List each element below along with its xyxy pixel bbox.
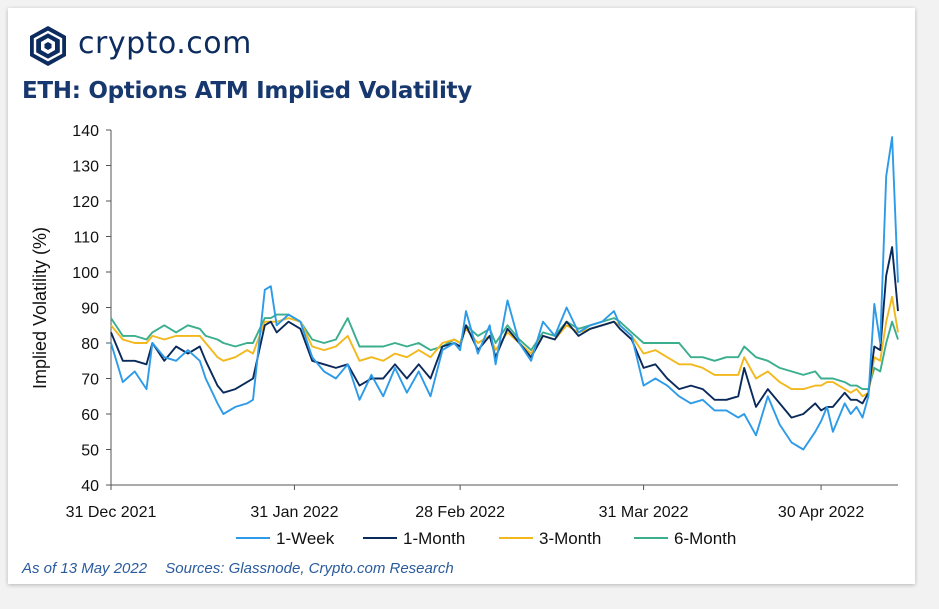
y-axis-label: Implied Volatility (%): [30, 227, 50, 389]
legend-label: 6-Month: [674, 529, 736, 548]
chart-footer: As of 13 May 2022 Sources: Glassnode, Cr…: [22, 560, 468, 577]
x-tick-label: 28 Feb 2022: [415, 504, 505, 521]
crypto-com-logo-icon: [30, 26, 66, 66]
y-tick-label: 100: [72, 265, 99, 282]
y-tick-label: 110: [73, 230, 99, 247]
brand-name: crypto.com: [78, 26, 252, 61]
y-tick-label: 90: [81, 301, 99, 318]
x-tick-label: 31 Dec 2021: [66, 504, 157, 521]
x-tick-label: 31 Mar 2022: [599, 504, 689, 521]
y-tick-label: 140: [72, 123, 99, 140]
as-of-date: As of 13 May 2022: [22, 560, 148, 577]
y-tick-label: 60: [81, 407, 99, 424]
legend-label: 1-Week: [276, 529, 335, 548]
y-tick-label: 40: [81, 478, 99, 495]
legend-label: 3-Month: [539, 529, 601, 548]
series-line-6-month: [110, 313, 899, 391]
legend-label: 1-Month: [403, 529, 465, 548]
chart-series: [110, 136, 899, 451]
chart-legend: 1-Week 1-Month 3-Month 6-Month: [236, 529, 736, 548]
series-line-1-month: [110, 246, 899, 419]
x-tick-label: 31 Jan 2022: [250, 504, 338, 521]
chart-axes: 40 50 60 70 80 90 100 110 120 130 140 31 Dec 2021 31…: [66, 123, 898, 521]
x-tick-label: 30 Apr 2022: [778, 504, 864, 521]
sources-note: Sources: Glassnode, Crypto.com Research: [165, 560, 454, 577]
series-line-1-week: [110, 136, 899, 451]
y-tick-label: 120: [72, 194, 99, 211]
y-tick-label: 70: [81, 372, 99, 389]
chart-title: ETH: Options ATM Implied Volatility: [22, 78, 472, 104]
y-tick-label: 130: [72, 159, 99, 176]
chart-card: [8, 8, 915, 584]
y-tick-label: 80: [81, 336, 99, 353]
y-tick-label: 50: [81, 443, 99, 460]
